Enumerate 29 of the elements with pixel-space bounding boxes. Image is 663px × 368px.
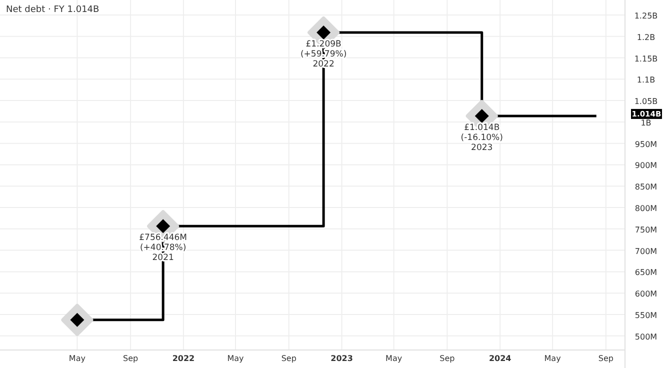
y-tick-label: 1.2B (636, 32, 656, 42)
y-tick-label: 850M (634, 182, 658, 192)
y-tick-label: 1.05B (634, 97, 658, 106)
x-tick-label: May (544, 354, 562, 363)
y-tick-label: 1.1B (636, 76, 656, 85)
x-tick-label: 2022 (172, 354, 195, 363)
text: Net debt · FY 1.014B (6, 5, 100, 15)
y-tick-label: 700M (634, 246, 658, 256)
x-tick-label: Sep (598, 354, 614, 363)
y-tick-label: 950M (634, 140, 658, 149)
y-tick-label: 900M (634, 161, 658, 170)
y-tick-label: 1B (640, 118, 652, 128)
x-tick-label: Sep (123, 354, 138, 363)
x-tick-label: Sep (281, 354, 296, 363)
y-tick-label: 1.25B (634, 11, 658, 20)
x-tick-label: 2024 (488, 354, 512, 363)
y-tick-label: 600M (634, 290, 658, 299)
y-tick-label: 500M (634, 332, 658, 342)
x-tick-label: 2023 (330, 354, 353, 363)
y-tick-label: 800M (634, 204, 658, 214)
text: £1.014B (-16.10%) 2023 (460, 122, 503, 153)
x-tick-label: May (68, 354, 86, 363)
y-tick-label: 1.15B (634, 54, 658, 64)
y-tick-label: 650M (634, 268, 658, 278)
x-tick-label: Sep (440, 354, 455, 363)
y-tick-label: 550M (634, 310, 658, 320)
x-tick-label: May (386, 354, 402, 363)
y-tick-label: 750M (634, 225, 658, 234)
x-tick-label: May (227, 354, 244, 363)
